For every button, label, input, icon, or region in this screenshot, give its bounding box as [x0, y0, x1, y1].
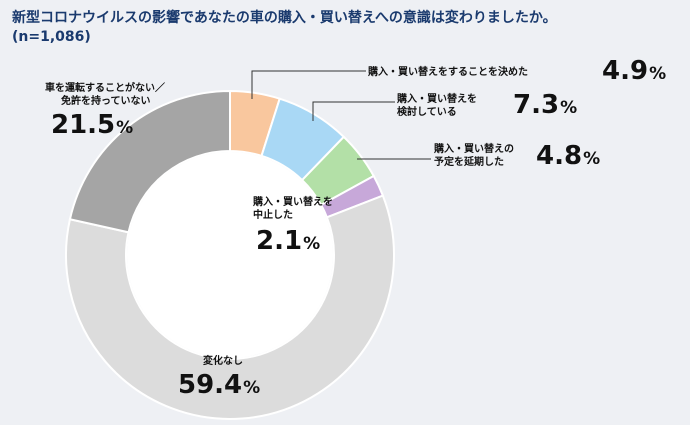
slice-value-cancelled: 2.1%: [256, 226, 321, 256]
slice-label-postponed: 購入・買い替えの 予定を延期した: [434, 144, 514, 168]
slice-value-postponed: 4.8%: [536, 141, 601, 171]
slice-value-considering: 7.3%: [513, 90, 578, 120]
slice-label-cancelled: 購入・買い替えを 中止した: [253, 197, 333, 221]
slice-no-driving: [68, 89, 231, 234]
slice-value-no-driving: 21.5%: [51, 110, 134, 140]
slice-value-no-change: 59.4%: [178, 370, 261, 400]
slice-label-decided: 購入・買い替えをすることを決めた: [368, 67, 528, 78]
leader-line-considering: [312, 101, 395, 121]
chart-title: 新型コロナウイルスの影響であなたの車の購入・買い替えへの意識は変わりましたか。: [12, 10, 557, 26]
slice-label-no-change: 変化なし: [203, 356, 243, 367]
donut-hole: [127, 152, 333, 358]
slice-no-change: [65, 194, 395, 420]
leader-line-decided: [251, 70, 366, 99]
slice-value-decided: 4.9%: [602, 56, 667, 86]
slice-label-no-driving: 車を運転することがない／ 免許を持っていない: [45, 83, 165, 107]
chart-subtitle: (n=1,086): [12, 29, 91, 45]
slice-label-considering: 購入・買い替えを 検討している: [397, 94, 477, 118]
